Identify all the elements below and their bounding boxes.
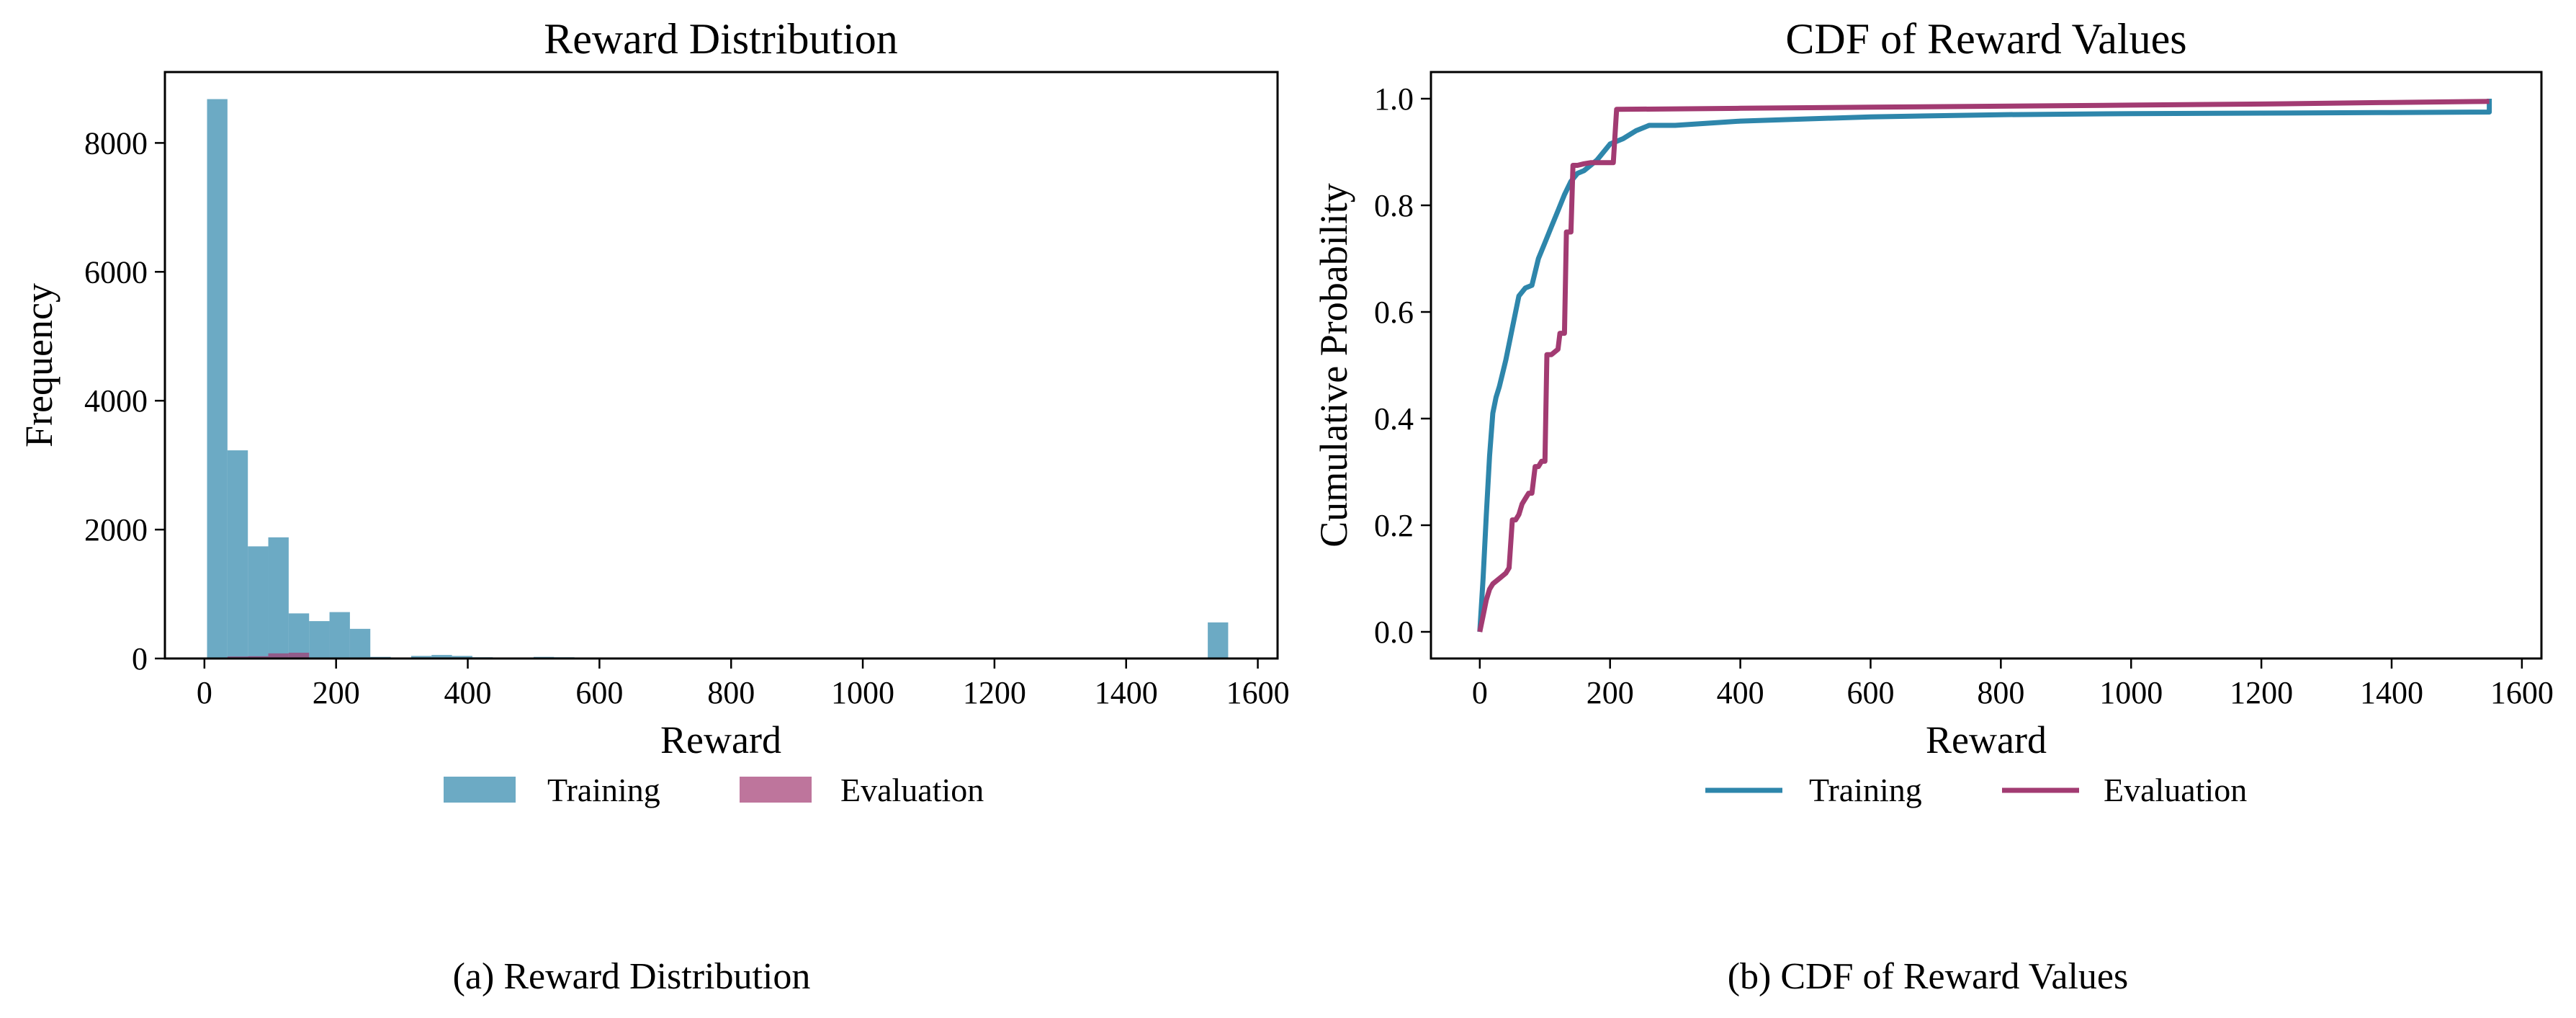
histogram-bar-training [268, 537, 289, 658]
histogram-bar-training [227, 450, 248, 658]
cdf-x-tick-label: 600 [1846, 675, 1894, 710]
cdf-lines [1477, 99, 2492, 633]
histogram-x-tick-label: 1600 [1226, 675, 1290, 710]
cdf-y-tick-label: 0.2 [1374, 508, 1414, 543]
histogram-bar-evaluation [248, 656, 269, 658]
histogram-y-tick-label: 0 [132, 641, 148, 677]
histogram-legend-swatch-evaluation [740, 777, 812, 803]
histogram-bar-evaluation [268, 653, 289, 658]
histogram-panel: Reward Distribution 0 200 400 600 800 1000 120… [17, 15, 1290, 997]
histogram-x-tick-label: 0 [197, 675, 212, 710]
cdf-line-training [1477, 99, 2492, 633]
cdf-legend-label-evaluation: Evaluation [2104, 772, 2247, 808]
cdf-x-tick-label: 1400 [2360, 675, 2423, 710]
cdf-legend-label-training: Training [1809, 772, 1922, 808]
histogram-x-tick-label: 400 [444, 675, 492, 710]
cdf-x-tick-label: 0 [1472, 675, 1488, 710]
cdf-x-axis-label: Reward [1926, 718, 2047, 762]
cdf-x-ticks: 0 200 400 600 800 1000 1200 1400 1600 [1472, 658, 2554, 710]
cdf-x-tick-label: 1000 [2099, 675, 2163, 710]
histogram-y-tick-label: 4000 [84, 383, 148, 419]
histogram-legend: Training Evaluation [444, 772, 984, 808]
cdf-y-tick-label: 0.8 [1374, 188, 1414, 223]
cdf-legend: Training Evaluation [1705, 772, 2247, 808]
histogram-legend-swatch-training [444, 777, 516, 803]
histogram-x-tick-label: 1200 [963, 675, 1026, 710]
caption-a: (a) Reward Distribution [453, 956, 811, 997]
histogram-y-tick-label: 2000 [84, 512, 148, 548]
histogram-bar-evaluation [288, 652, 310, 658]
histogram-y-ticks: 0 2000 4000 6000 8000 [84, 125, 165, 677]
histogram-bar-training [431, 655, 452, 658]
histogram-bar-training [329, 612, 350, 658]
cdf-x-tick-label: 200 [1587, 675, 1634, 710]
cdf-title: CDF of Reward Values [1785, 15, 2186, 63]
histogram-training-bars [207, 99, 1229, 659]
histogram-bar-training [309, 621, 330, 658]
histogram-legend-label-evaluation: Evaluation [840, 772, 984, 808]
cdf-panel: CDF of Reward Values 0 200 400 600 800 1000 12… [1312, 15, 2554, 997]
histogram-bar-training [452, 656, 472, 658]
histogram-bar-training [207, 99, 228, 659]
cdf-y-tick-label: 0.6 [1374, 295, 1414, 330]
histogram-bar-training [410, 656, 432, 658]
histogram-x-tick-label: 800 [707, 675, 755, 710]
cdf-y-tick-label: 1.0 [1374, 81, 1414, 117]
histogram-legend-label-training: Training [547, 772, 660, 808]
histogram-bar-training [349, 628, 371, 658]
cdf-y-tick-label: 0.0 [1374, 615, 1414, 650]
histogram-y-axis-label: Frequency [17, 283, 60, 447]
histogram-bar-training [248, 546, 269, 658]
caption-b: (b) CDF of Reward Values [1728, 956, 2129, 997]
cdf-y-tick-label: 0.4 [1374, 401, 1414, 437]
histogram-x-tick-label: 200 [313, 675, 360, 710]
histogram-y-tick-label: 6000 [84, 254, 148, 290]
histogram-x-tick-label: 1400 [1095, 675, 1158, 710]
histogram-x-tick-label: 1000 [831, 675, 894, 710]
cdf-frame [1430, 71, 2543, 660]
histogram-frame [163, 71, 1279, 660]
cdf-x-tick-label: 800 [1977, 675, 2024, 710]
cdf-y-ticks: 0.0 0.2 0.4 0.6 0.8 1.0 [1374, 81, 1431, 650]
cdf-x-tick-label: 1200 [2230, 675, 2293, 710]
cdf-y-axis-label: Cumulative Probability [1312, 183, 1355, 547]
histogram-y-tick-label: 8000 [84, 125, 148, 161]
histogram-title: Reward Distribution [544, 15, 898, 63]
histogram-x-tick-label: 600 [575, 675, 623, 710]
histogram-bar-training [288, 613, 310, 658]
histogram-x-ticks: 0 200 400 600 800 1000 1200 1400 1600 [197, 658, 1290, 710]
histogram-bar-training [1208, 622, 1229, 658]
cdf-line-evaluation [1477, 99, 2490, 633]
cdf-x-tick-label: 400 [1717, 675, 1764, 710]
histogram-x-axis-label: Reward [660, 718, 781, 762]
cdf-x-tick-label: 1600 [2490, 675, 2554, 710]
